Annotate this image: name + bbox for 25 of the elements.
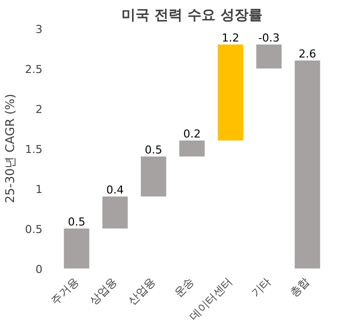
data-label: 2.6	[298, 48, 316, 60]
bar	[294, 60, 320, 268]
y-tick-label: 0	[36, 263, 42, 276]
data-label: 0.2	[183, 128, 201, 140]
y-tick-label: 1	[36, 183, 42, 196]
y-tick-label: 1.5	[25, 143, 43, 156]
chart-title: 미국 전력 수요 성장률	[122, 8, 262, 24]
x-tick-label: 기타	[248, 274, 274, 300]
y-axis-title: 25-30년 CAGR (%)	[3, 94, 18, 204]
y-tick-label: 2.5	[25, 63, 43, 76]
bar	[179, 140, 205, 156]
bar	[218, 44, 244, 140]
x-tick-label: 총합	[287, 274, 312, 300]
data-label: -0.3	[258, 32, 280, 44]
bar	[140, 156, 166, 196]
data-label: 0.5	[144, 144, 162, 156]
data-label: 1.2	[222, 32, 240, 44]
bar	[256, 44, 282, 68]
y-tick-label: 3	[36, 23, 42, 36]
bar	[64, 228, 90, 268]
data-label: 0.4	[106, 184, 124, 196]
y-tick-label: 2	[36, 103, 42, 116]
bar	[102, 196, 128, 228]
data-label: 0.5	[68, 216, 86, 228]
y-tick-label: 0.5	[25, 223, 43, 236]
